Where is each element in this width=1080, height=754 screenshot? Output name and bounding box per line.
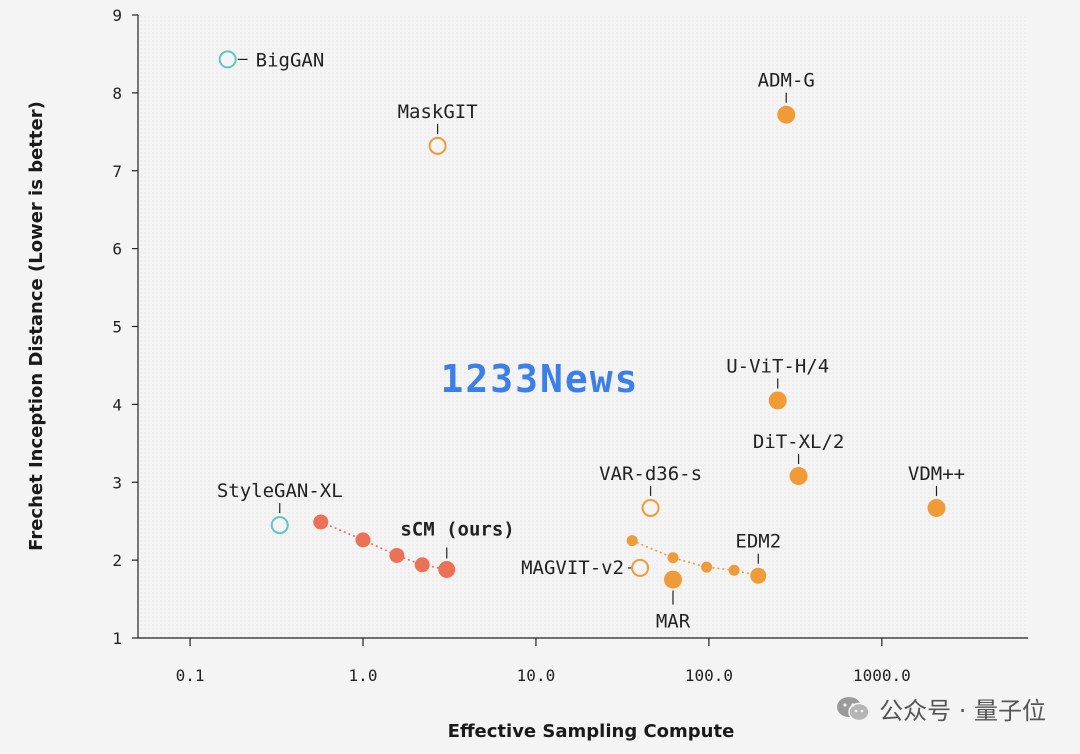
y-tick-label: 5 (112, 318, 122, 337)
brand-watermark: 公众号 · 量子位 (835, 691, 1046, 726)
data-point (428, 136, 447, 155)
data-point (218, 50, 237, 69)
point-label: EDM2 (735, 531, 781, 553)
series-point (313, 514, 329, 530)
wechat-icon (837, 696, 870, 721)
series-line (631, 539, 759, 577)
series-point (728, 564, 740, 576)
point-label: MaskGIT (398, 101, 478, 123)
data-point (927, 498, 946, 517)
data-point (663, 570, 682, 589)
data-point (789, 467, 808, 486)
y-tick-label: 2 (112, 551, 122, 570)
point-label: U-ViT-H/4 (726, 355, 829, 377)
x-tick-label: 100.0 (685, 666, 733, 685)
x-tick-label: 1.0 (349, 666, 378, 685)
series-point (389, 547, 405, 563)
point-labels: BigGAN StyleGAN-XL MaskGIT ADM-G U-ViT-H/4 Di… (217, 49, 965, 632)
data-point (750, 567, 767, 584)
point-label: DiT-XL/2 (753, 431, 845, 453)
y-tick-label: 4 (112, 395, 122, 414)
series-point (438, 560, 456, 578)
y-tick-label: 8 (112, 84, 122, 103)
watermark-text: 1233News (440, 357, 639, 401)
x-axis-title: Effective Sampling Compute (448, 721, 735, 742)
series-point (701, 561, 713, 573)
point-label: VAR-d36-s (599, 463, 702, 485)
series-lines (320, 521, 759, 577)
data-point (641, 498, 660, 517)
point-label: StyleGAN-XL (217, 480, 343, 502)
y-tick-label: 1 (112, 629, 122, 648)
y-tick-label: 9 (112, 6, 122, 25)
series-point (355, 532, 371, 548)
point-label: ADM-G (758, 70, 815, 92)
plot-area (138, 15, 1028, 638)
series-line (320, 521, 447, 571)
data-point (777, 105, 796, 124)
y-tick-label: 7 (112, 162, 122, 181)
data-point (631, 558, 650, 577)
data-point (768, 391, 787, 410)
y-tick-label: 3 (112, 473, 122, 492)
point-label: VDM++ (908, 463, 965, 485)
y-axis-title: Frechet Inception Distance (Lower is bet… (26, 101, 47, 551)
point-label: BigGAN (256, 49, 325, 71)
point-label: MAGVIT-v2 (521, 557, 624, 579)
series-label-scm: sCM (ours) (400, 518, 514, 540)
x-tick-label: 0.1 (176, 666, 205, 685)
y-tick-label: 6 (112, 240, 122, 259)
axes: 1 2 3 4 5 6 7 8 9 0.1 1.0 10.0 100.0 1000.0 (112, 6, 1028, 685)
brand-text: 公众号 · 量子位 (879, 697, 1046, 725)
series-point (667, 552, 679, 564)
x-tick-label: 1000.0 (853, 666, 911, 685)
point-label: MAR (656, 611, 691, 633)
x-tick-label: 10.0 (517, 666, 556, 685)
data-point (270, 516, 289, 535)
series-point (414, 557, 430, 573)
data-points (218, 50, 946, 589)
series-point (626, 535, 638, 547)
